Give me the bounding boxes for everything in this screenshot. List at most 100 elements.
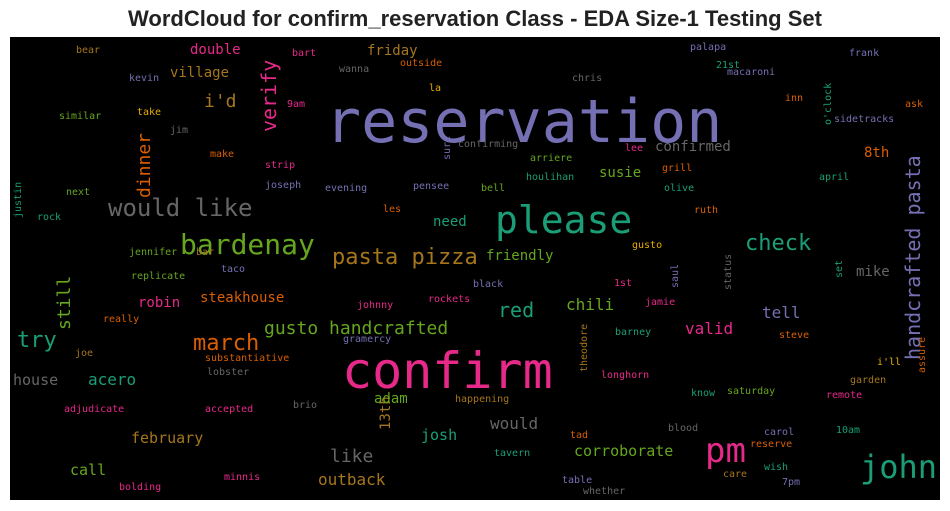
word-7pm: 7pm xyxy=(782,477,800,488)
cloud-background xyxy=(10,37,940,500)
word-brio: brio xyxy=(293,400,317,411)
word-grill: grill xyxy=(662,163,692,174)
word-assure: assure xyxy=(917,337,928,373)
word-ruth: ruth xyxy=(694,205,718,216)
word-tavern: tavern xyxy=(494,448,530,459)
word-jennifer: jennifer xyxy=(129,247,177,258)
word-john: john xyxy=(860,448,937,486)
word-wanna: wanna xyxy=(339,64,369,75)
word-happening: happening xyxy=(455,394,509,405)
word-chili: chili xyxy=(566,295,614,314)
word-friday: friday xyxy=(367,43,418,59)
word-care: care xyxy=(723,469,747,480)
word-bell: bell xyxy=(481,183,505,194)
word-joseph: joseph xyxy=(265,180,301,191)
word-bear: bear xyxy=(76,45,100,56)
word-jamie: jamie xyxy=(645,297,675,308)
word-robin: robin xyxy=(138,295,180,311)
word-macaroni: macaroni xyxy=(727,67,775,78)
word-strip: strip xyxy=(265,160,295,171)
word-bar: bar xyxy=(196,247,214,258)
word-inn: inn xyxy=(785,93,803,104)
word-sure: sure xyxy=(442,136,453,160)
word-tell: tell xyxy=(762,303,801,322)
word-steve: steve xyxy=(779,330,809,341)
word-palapa: palapa xyxy=(690,42,726,53)
word-steakhouse: steakhouse xyxy=(200,290,284,306)
word-red: red xyxy=(498,298,534,322)
word-10am: 10am xyxy=(836,425,860,436)
word-carol: carol xyxy=(764,427,794,438)
word-21st: 21st xyxy=(716,60,740,71)
word-remote: remote xyxy=(826,390,862,401)
word-jim: jim xyxy=(170,125,188,136)
word-would: would xyxy=(490,414,538,433)
word-i-ll: i'll xyxy=(877,357,901,368)
word-johnny: johnny xyxy=(357,300,393,311)
word-pm: pm xyxy=(705,431,746,471)
word-substantiative: substantiative xyxy=(205,353,289,364)
word-accepted: accepted xyxy=(205,404,253,415)
word-reservation: reservation xyxy=(325,87,722,157)
word-mike: mike xyxy=(856,264,890,280)
word-house: house xyxy=(13,371,58,389)
word-longhorn: longhorn xyxy=(601,370,649,381)
word-outback: outback xyxy=(318,470,386,489)
word-susie: susie xyxy=(599,165,641,181)
word-rockets: rockets xyxy=(428,294,470,305)
word-please: please xyxy=(495,198,632,242)
word-houlihan: houlihan xyxy=(526,172,574,183)
word-1st: 1st xyxy=(614,278,632,289)
word-chris: chris xyxy=(572,73,602,84)
word-would-like: would like xyxy=(108,194,253,222)
word-joe: joe xyxy=(75,348,93,359)
word-outside: outside xyxy=(400,58,442,69)
word-arriere: arriere xyxy=(530,153,572,164)
word-black: black xyxy=(473,279,503,290)
word-really: really xyxy=(103,314,139,325)
word-know: know xyxy=(691,388,716,399)
word-blood: blood xyxy=(668,423,698,434)
word-lee: lee xyxy=(625,143,643,154)
word-set: set xyxy=(834,260,845,278)
word-replicate: replicate xyxy=(131,271,185,282)
word-bardenay: bardenay xyxy=(180,228,315,261)
chart-title: WordCloud for confirm_reservation Class … xyxy=(128,6,822,31)
word-bolding: bolding xyxy=(119,482,161,493)
word-gusto-handcrafted: gusto handcrafted xyxy=(264,318,448,339)
word-i-d: i'd xyxy=(204,91,237,112)
word-call: call xyxy=(70,461,106,479)
word-wish: wish xyxy=(764,462,788,473)
word-pasta-pizza: pasta pizza xyxy=(332,245,478,270)
word-lobster: lobster xyxy=(207,367,249,378)
word-sidetracks: sidetracks xyxy=(834,114,894,125)
word-confirm: confirm xyxy=(342,342,553,400)
word-barney: barney xyxy=(615,327,651,338)
word-evening: evening xyxy=(325,183,367,194)
word-make: make xyxy=(210,149,234,160)
word-like: like xyxy=(330,446,373,467)
word-dinner: dinner xyxy=(134,133,155,198)
word-adam: adam xyxy=(374,391,408,407)
word-next: next xyxy=(66,187,90,198)
word-village: village xyxy=(170,65,229,81)
word-pensee: pensee xyxy=(413,181,449,192)
word-la: la xyxy=(429,83,441,94)
word-o-clock: o'clock xyxy=(823,83,834,125)
word-similar: similar xyxy=(59,111,101,122)
word-march: march xyxy=(193,331,259,356)
word-confirming: confirming xyxy=(458,139,518,150)
word-bart: bart xyxy=(292,48,316,59)
word-rock: rock xyxy=(37,212,61,223)
word-layer: reservation confirm please bardenay would li… xyxy=(13,42,937,497)
word-gramercy: gramercy xyxy=(343,334,391,345)
word-handcrafted-pasta: handcrafted pasta xyxy=(901,155,925,360)
word-february: february xyxy=(131,429,203,447)
word-saturday: saturday xyxy=(727,386,775,397)
word-kevin: kevin xyxy=(129,73,159,84)
word-adjudicate: adjudicate xyxy=(64,404,124,415)
word-status: status xyxy=(723,254,734,290)
word-justin: justin xyxy=(13,182,24,218)
word-whether: whether xyxy=(583,486,625,497)
